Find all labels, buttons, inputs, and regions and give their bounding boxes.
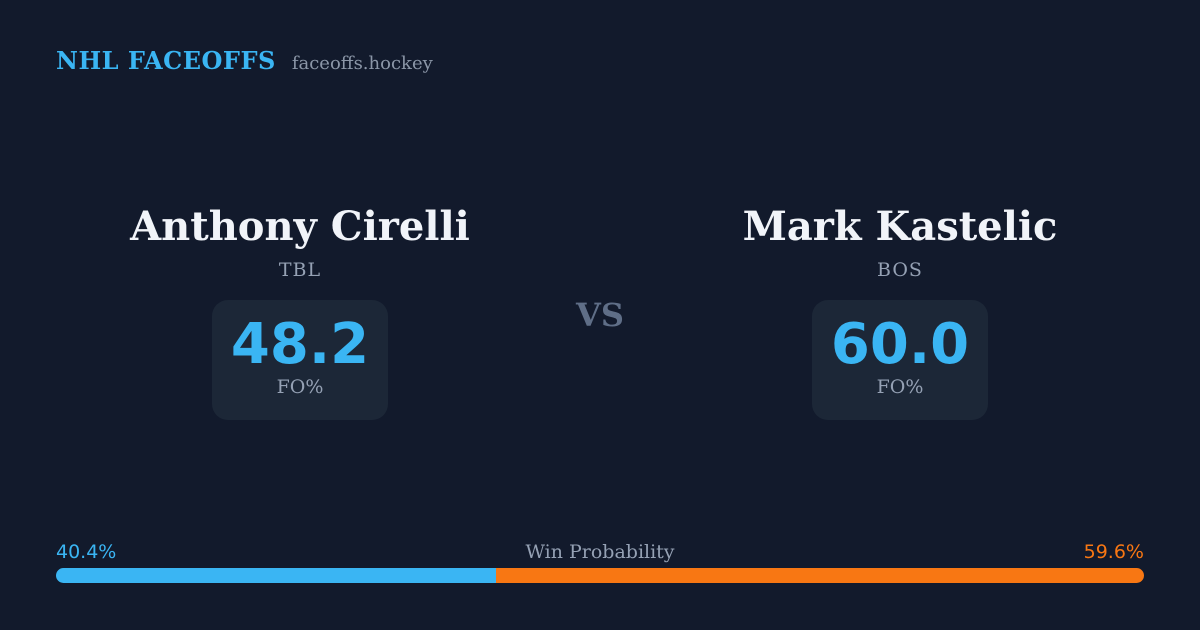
win-prob-title: Win Probability [525,541,675,563]
win-prob-right-pct: 59.6% [1083,541,1144,563]
win-probability-labels: 40.4% Win Probability 59.6% [56,541,1144,563]
player-name: Mark Kastelic [742,203,1058,250]
stat-label: FO% [276,376,324,398]
stat-value: 48.2 [230,312,370,377]
brand-domain: faceoffs.hockey [291,53,433,74]
stat-value: 60.0 [830,312,970,377]
win-probability-bar [56,568,1144,583]
player-team-abbr: TBL [278,259,322,281]
stat-box: 60.0 FO% [812,300,988,420]
player-card-right: Mark Kastelic BOS 60.0 FO% [700,203,1100,420]
player-card-left: Anthony Cirelli TBL 48.2 FO% [100,203,500,420]
player-name: Anthony Cirelli [130,203,470,250]
stat-box: 48.2 FO% [212,300,388,420]
win-bar-right-segment [495,568,1144,583]
win-bar-left-segment [56,568,496,583]
vs-label: VS [576,296,624,334]
player-team-abbr: BOS [877,259,923,281]
brand-title: NHL FACEOFFS [56,46,276,75]
stat-label: FO% [876,376,924,398]
win-prob-left-pct: 40.4% [56,541,117,563]
header: NHL FACEOFFS faceoffs.hockey [56,46,433,75]
